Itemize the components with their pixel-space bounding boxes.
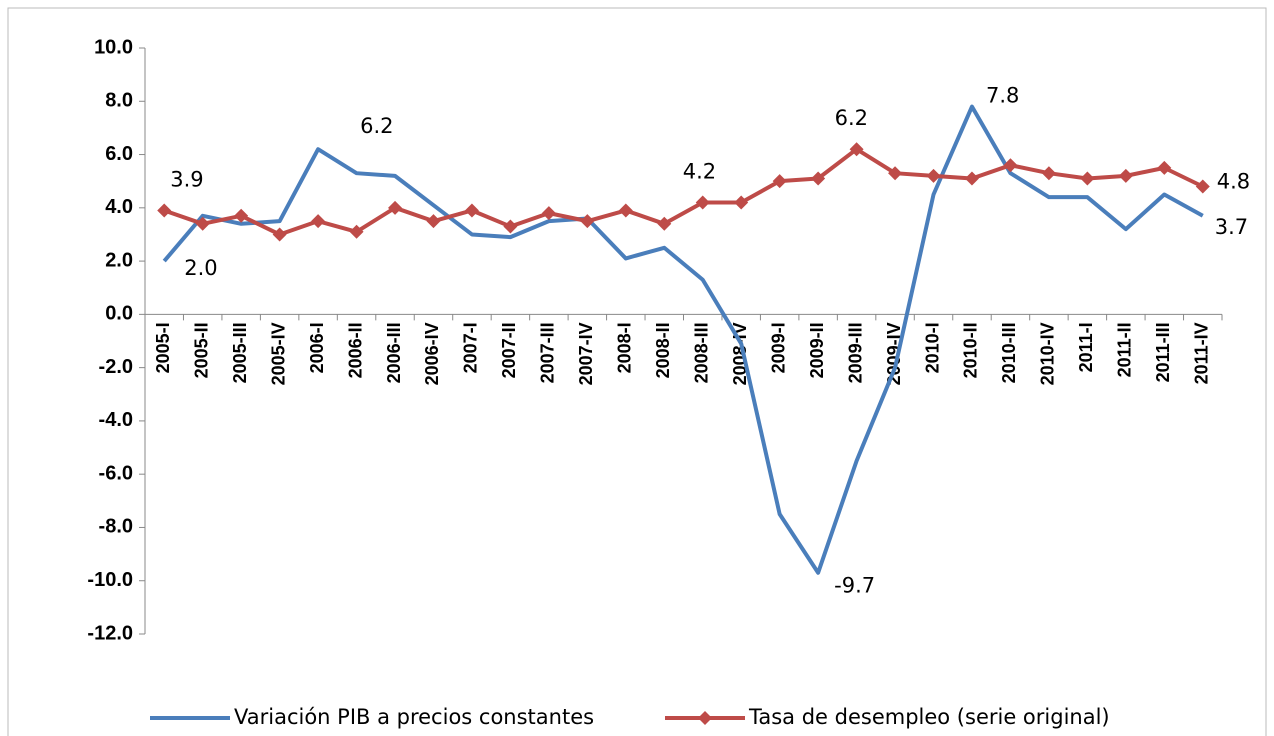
x-tick-label: 2010-I — [922, 322, 942, 373]
series-marker — [657, 216, 672, 231]
series-marker — [388, 200, 403, 215]
series-marker — [464, 203, 479, 218]
x-tick-label: 2006-I — [307, 322, 327, 373]
y-tick-label: -2.0 — [99, 356, 133, 378]
series-marker — [234, 208, 249, 223]
series-marker — [888, 166, 903, 181]
x-tick-label: 2010-II — [961, 322, 981, 378]
y-tick-label: 6.0 — [105, 143, 133, 165]
series-marker — [964, 171, 979, 186]
x-tick-label: 2007-IV — [576, 322, 596, 385]
x-tick-label: 2007-II — [499, 322, 519, 378]
series-marker — [1157, 160, 1172, 175]
x-tick-label: 2009-I — [768, 322, 788, 373]
series-marker — [272, 227, 287, 242]
series-marker — [695, 195, 710, 210]
x-tick-label: 2008-II — [653, 322, 673, 378]
y-tick-label: 2.0 — [105, 249, 133, 271]
x-tick-label: 2005-II — [191, 322, 211, 378]
x-tick-label: 2011-II — [1115, 322, 1135, 377]
series-marker — [1195, 179, 1210, 194]
x-tick-label: 2005-III — [230, 322, 250, 383]
x-tick-label: 2011-IV — [1192, 322, 1212, 384]
y-tick-label: -6.0 — [99, 462, 133, 484]
y-tick-label: -8.0 — [99, 516, 133, 538]
series-marker — [1003, 158, 1018, 173]
x-tick-label: 2007-III — [538, 322, 558, 383]
series-marker — [1080, 171, 1095, 186]
x-tick-label: 2008-III — [691, 322, 711, 383]
legend-label: Tasa de desempleo (serie original) — [748, 705, 1110, 729]
x-tick-label: 2008-I — [615, 322, 635, 373]
series-marker — [618, 203, 633, 218]
series-marker — [580, 214, 595, 229]
series-marker — [1041, 166, 1056, 181]
x-tick-label: 2007-I — [461, 322, 481, 373]
series-marker — [157, 203, 172, 218]
y-tick-label: -12.0 — [87, 622, 133, 644]
data-label: 4.2 — [683, 159, 716, 183]
y-tick-label: 10.0 — [94, 36, 133, 58]
x-tick-label: 2005-I — [153, 322, 173, 373]
series-marker — [926, 168, 941, 183]
series-marker — [195, 216, 210, 231]
series-marker — [1118, 168, 1133, 183]
y-tick-label: 4.0 — [105, 196, 133, 218]
x-tick-label: 2011-I — [1076, 322, 1096, 372]
x-tick-label: 2005-IV — [268, 322, 288, 385]
x-tick-label: 2006-II — [345, 322, 365, 378]
series-marker — [311, 214, 326, 229]
y-tick-label: 0.0 — [105, 303, 133, 325]
data-label: 7.8 — [986, 84, 1019, 108]
y-tick-label: 8.0 — [105, 90, 133, 112]
x-tick-label: 2011-III — [1153, 322, 1173, 382]
x-tick-label: 2006-IV — [422, 322, 442, 385]
series-marker — [426, 214, 441, 229]
x-tick-label: 2010-IV — [1038, 322, 1058, 385]
x-tick-label: 2009-II — [807, 322, 827, 378]
series-marker — [849, 142, 864, 157]
series-marker — [541, 206, 556, 221]
series-marker — [811, 171, 826, 186]
chart-border — [7, 7, 1267, 736]
legend-label: Variación PIB a precios constantes — [234, 705, 594, 729]
data-label: 3.7 — [1215, 215, 1248, 239]
data-label: 2.0 — [184, 256, 217, 280]
legend-marker — [698, 711, 712, 725]
series-marker — [349, 224, 364, 239]
data-label: 6.2 — [360, 114, 393, 138]
y-tick-label: -10.0 — [87, 569, 133, 591]
series-line — [163, 147, 1204, 237]
y-tick-label: -4.0 — [99, 409, 133, 431]
data-label: 3.9 — [170, 167, 203, 191]
x-tick-label: 2008-IV — [730, 322, 750, 385]
series-marker — [734, 195, 749, 210]
series-line — [162, 104, 1204, 575]
x-tick-label: 2006-III — [384, 322, 404, 383]
x-tick-label: 2009-III — [845, 322, 865, 383]
series-marker — [503, 219, 518, 234]
x-tick-label: 2009-IV — [884, 322, 904, 385]
x-tick-label: 2010-III — [999, 322, 1019, 383]
data-label: 4.8 — [1217, 170, 1250, 194]
data-label: 6.2 — [835, 106, 868, 130]
data-label: -9.7 — [834, 574, 875, 598]
series-marker — [772, 174, 787, 189]
